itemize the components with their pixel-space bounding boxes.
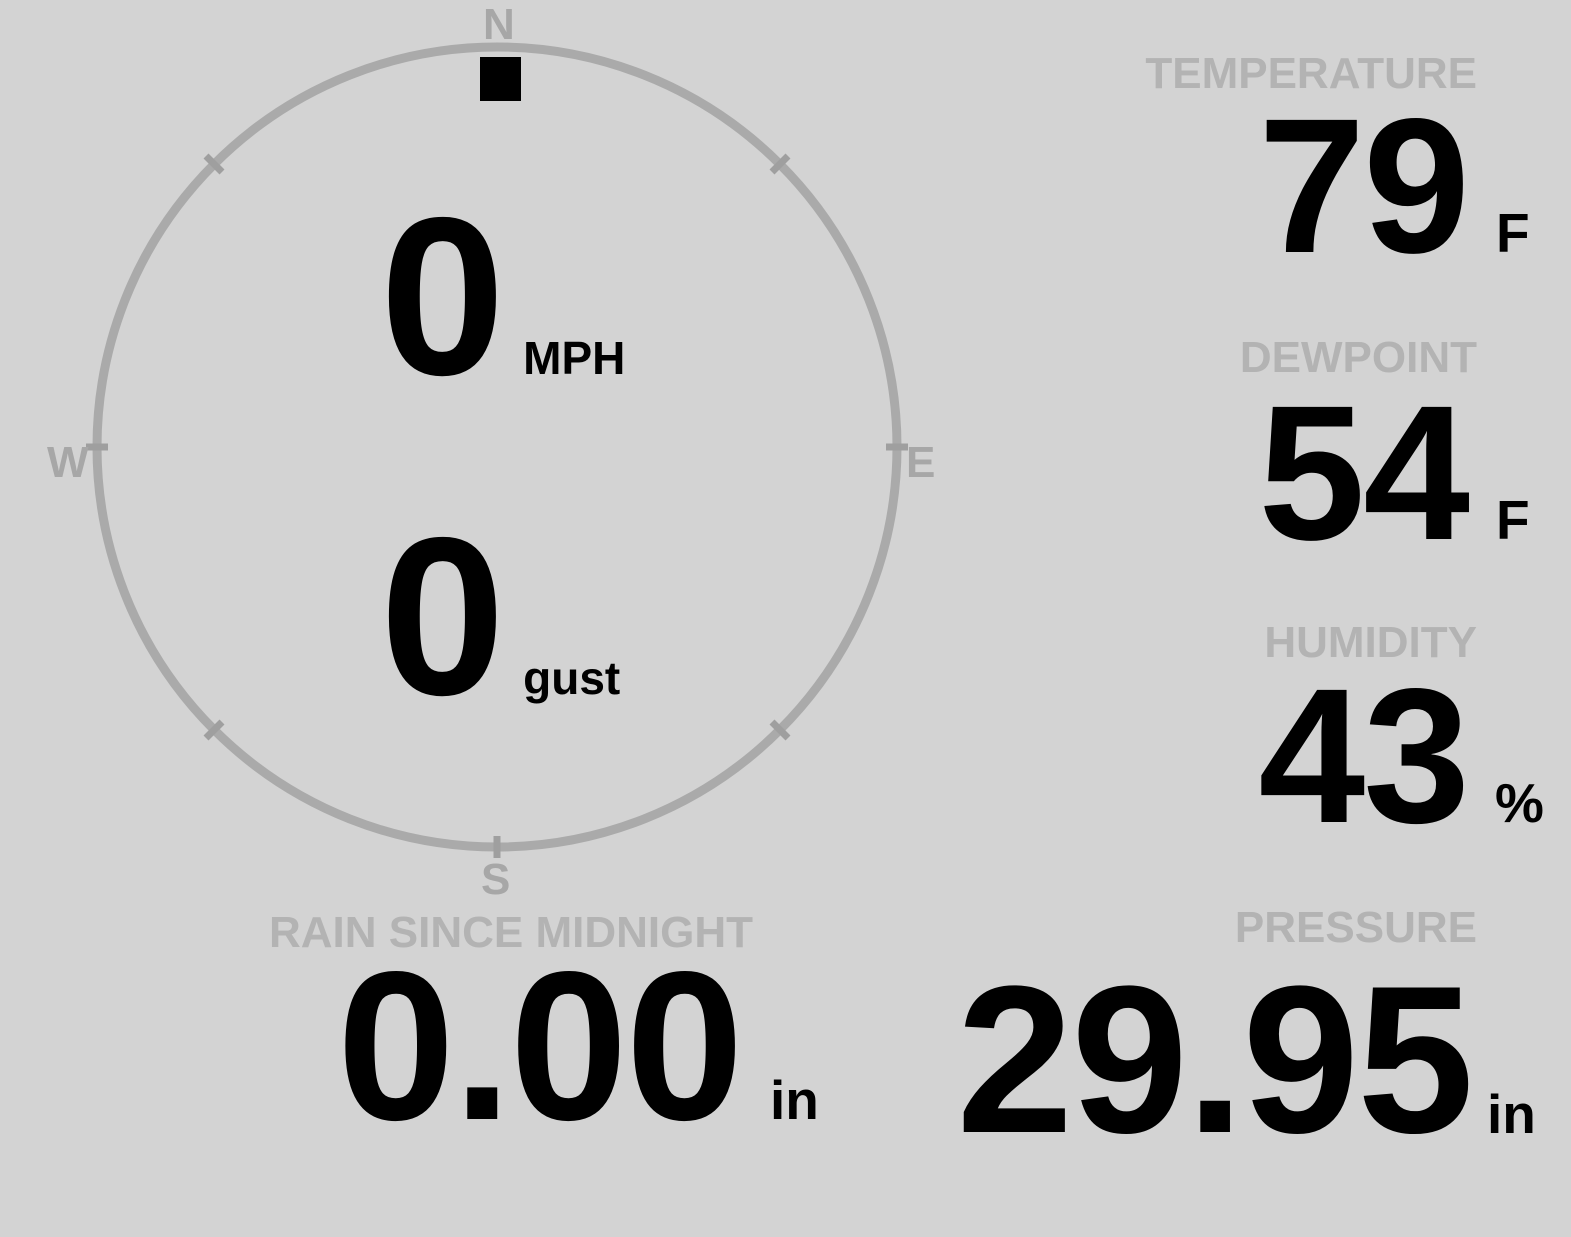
dewpoint-value: 54: [1258, 365, 1470, 580]
wind-speed-value: 0: [380, 170, 505, 422]
wind-gust-row: 0 gust: [380, 504, 620, 729]
rain-label: RAIN SINCE MIDNIGHT: [269, 908, 753, 957]
compass-label-east: E: [906, 438, 936, 487]
humidity-label: HUMIDITY: [1264, 618, 1477, 667]
compass-label-north: N: [483, 0, 515, 49]
compass-ticks: [86, 153, 908, 858]
compass-label-south: S: [481, 855, 511, 904]
pressure-value: 29.95: [956, 942, 1474, 1177]
temperature-unit: F: [1496, 202, 1530, 264]
temperature-value: 79: [1258, 78, 1470, 293]
wind-direction-marker-icon: [480, 57, 521, 101]
wind-gust-unit: gust: [523, 652, 621, 704]
humidity-value: 43: [1258, 648, 1470, 863]
wind-speed-unit: MPH: [523, 332, 626, 384]
compass-tick-sw: [203, 719, 225, 741]
wind-gust-value: 0: [380, 490, 505, 742]
rain-value: 0.00: [337, 927, 744, 1164]
compass-label-west: W: [47, 438, 89, 487]
compass-tick-ne: [769, 153, 791, 175]
compass-tick-se: [769, 719, 791, 741]
rain-unit: in: [770, 1069, 819, 1131]
dewpoint-label: DEWPOINT: [1239, 333, 1477, 382]
compass-tick-nw: [203, 153, 225, 175]
wind-speed-row: 0 MPH: [380, 184, 625, 409]
dewpoint-unit: F: [1496, 489, 1530, 551]
temperature-label: TEMPERATURE: [1145, 49, 1477, 98]
compass-ring-graphic: [86, 42, 908, 858]
pressure-unit: in: [1487, 1083, 1536, 1145]
pressure-label: PRESSURE: [1234, 903, 1477, 952]
humidity-unit: %: [1495, 772, 1544, 834]
